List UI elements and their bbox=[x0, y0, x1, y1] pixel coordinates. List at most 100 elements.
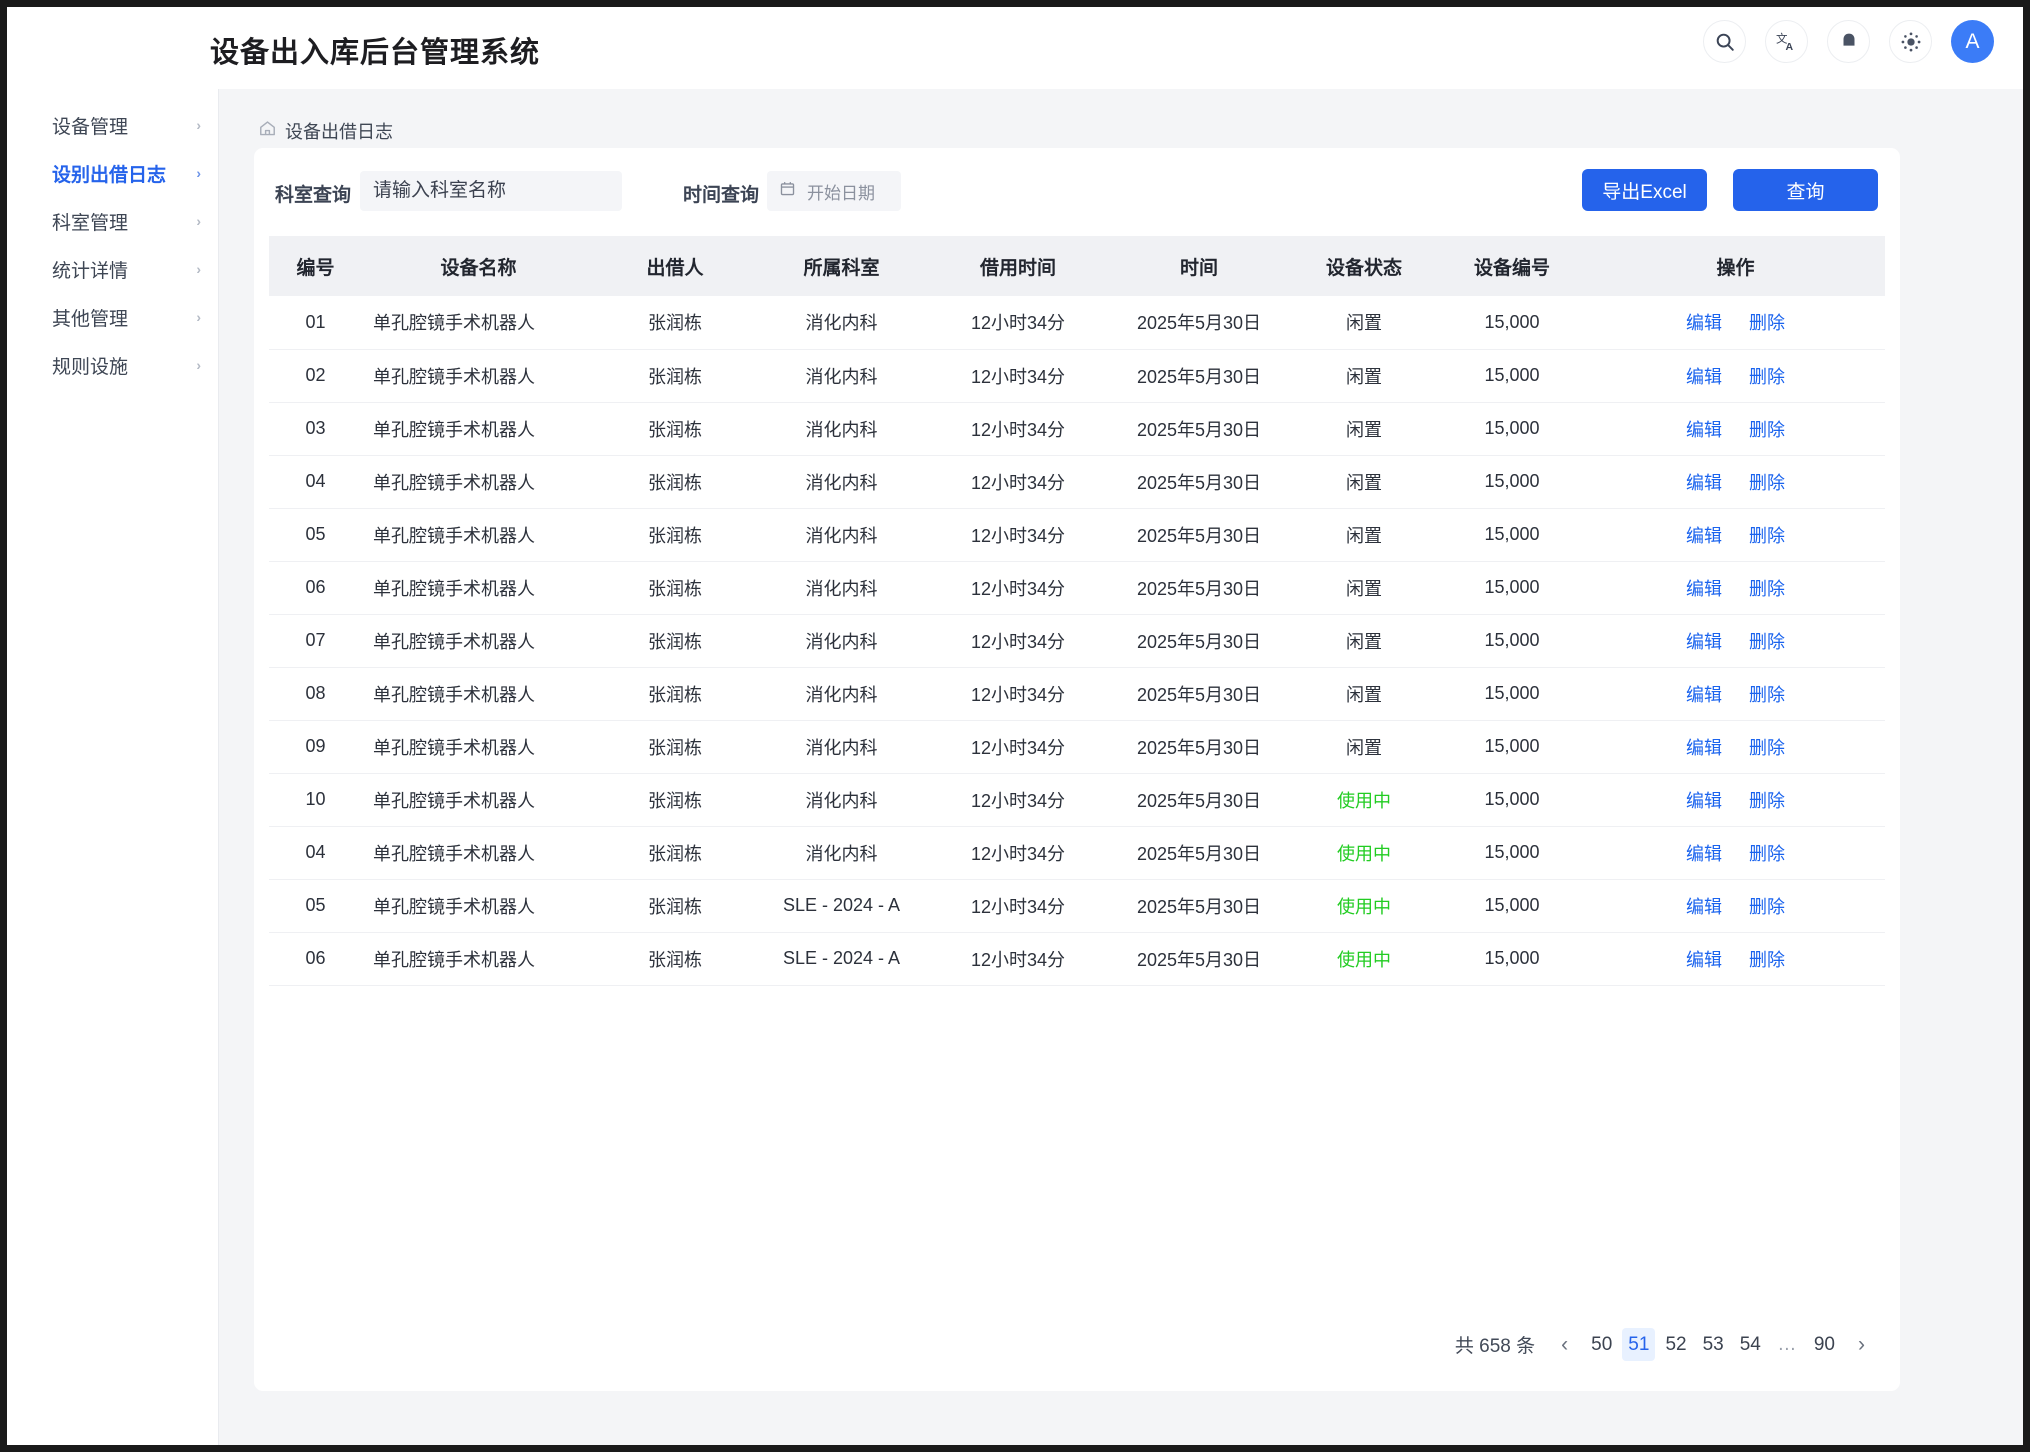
cell-lender: 张润栋 bbox=[595, 879, 755, 933]
delete-link[interactable]: 删除 bbox=[1749, 949, 1785, 970]
cell-device-name: 单孔腔镜手术机器人 bbox=[362, 561, 595, 615]
dept-search-input[interactable] bbox=[360, 171, 622, 211]
notifications-bell-button[interactable] bbox=[1827, 20, 1870, 63]
edit-link[interactable]: 编辑 bbox=[1686, 313, 1722, 334]
pagination-page-54[interactable]: 54 bbox=[1739, 1333, 1761, 1355]
cell-device-no: 15,000 bbox=[1438, 720, 1586, 774]
cell-device-no: 15,000 bbox=[1438, 508, 1586, 562]
edit-link[interactable]: 编辑 bbox=[1686, 472, 1722, 493]
delete-link[interactable]: 删除 bbox=[1749, 525, 1785, 546]
cell-lender: 张润栋 bbox=[595, 720, 755, 774]
search-icon bbox=[1714, 31, 1736, 53]
delete-link[interactable]: 删除 bbox=[1749, 737, 1785, 758]
delete-link[interactable]: 删除 bbox=[1749, 896, 1785, 917]
query-button[interactable]: 查询 bbox=[1733, 169, 1878, 211]
edit-link[interactable]: 编辑 bbox=[1686, 737, 1722, 758]
status-badge: 闲置 bbox=[1290, 296, 1438, 350]
cell-date: 2025年5月30日 bbox=[1108, 773, 1290, 827]
sidebar-item-2[interactable]: 科室管理 › bbox=[7, 197, 218, 245]
delete-link[interactable]: 删除 bbox=[1749, 790, 1785, 811]
cell-device-name: 单孔腔镜手术机器人 bbox=[362, 826, 595, 880]
column-header-8: 操作 bbox=[1586, 236, 1885, 296]
edit-link[interactable]: 编辑 bbox=[1686, 366, 1722, 387]
cell-department: 消化内科 bbox=[755, 826, 928, 880]
table-header-row: 编号 设备名称 出借人 所属科室 借用时间 时间 设备状态 设备编号 操作 bbox=[269, 236, 1885, 296]
cell-actions: 编辑 删除 bbox=[1586, 614, 1885, 668]
status-badge: 闲置 bbox=[1290, 667, 1438, 721]
cell-actions: 编辑 删除 bbox=[1586, 508, 1885, 562]
translate-icon: 文 A bbox=[1775, 30, 1798, 53]
pagination-ellipsis: … bbox=[1777, 1333, 1798, 1355]
delete-link[interactable]: 删除 bbox=[1749, 419, 1785, 440]
time-filter-label: 时间查询 bbox=[683, 185, 760, 206]
cell-actions: 编辑 删除 bbox=[1586, 932, 1885, 986]
edit-link[interactable]: 编辑 bbox=[1686, 578, 1722, 599]
cell-date: 2025年5月30日 bbox=[1108, 296, 1290, 350]
delete-link[interactable]: 删除 bbox=[1749, 631, 1785, 652]
cell-actions: 编辑 删除 bbox=[1586, 879, 1885, 933]
edit-link[interactable]: 编辑 bbox=[1686, 631, 1722, 652]
status-badge: 使用中 bbox=[1290, 879, 1438, 933]
edit-link[interactable]: 编辑 bbox=[1686, 896, 1722, 917]
cell-department: 消化内科 bbox=[755, 349, 928, 403]
main-card: 科室查询 时间查询 开始日期 导出Excel 查询 bbox=[254, 148, 1900, 1391]
edit-link[interactable]: 编辑 bbox=[1686, 684, 1722, 705]
cell-id: 04 bbox=[269, 826, 362, 880]
delete-link[interactable]: 删除 bbox=[1749, 472, 1785, 493]
pagination-page-50[interactable]: 50 bbox=[1591, 1333, 1613, 1355]
cell-date: 2025年5月30日 bbox=[1108, 879, 1290, 933]
cell-device-name: 单孔腔镜手术机器人 bbox=[362, 773, 595, 827]
status-badge: 使用中 bbox=[1290, 826, 1438, 880]
sidebar-nav: 设备管理 › 设别出借日志 › 科室管理 › 统计详情 › 其他管理 › 规则设施 › bbox=[7, 89, 219, 1445]
delete-link[interactable]: 删除 bbox=[1749, 684, 1785, 705]
delete-link[interactable]: 删除 bbox=[1749, 366, 1785, 387]
avatar-label: A bbox=[1965, 29, 1980, 53]
logs-table: 编号 设备名称 出借人 所属科室 借用时间 时间 设备状态 设备编号 操作 01 单孔腔镜手术机器… bbox=[269, 236, 1885, 986]
pagination-next-button[interactable]: › bbox=[1858, 1332, 1865, 1356]
export-excel-button[interactable]: 导出Excel bbox=[1582, 169, 1707, 211]
search-icon-button[interactable] bbox=[1703, 20, 1746, 63]
status-badge: 闲置 bbox=[1290, 349, 1438, 403]
pagination-prev-button[interactable]: ‹ bbox=[1561, 1332, 1569, 1356]
sidebar-item-4[interactable]: 其他管理 › bbox=[7, 293, 218, 341]
cell-device-no: 15,000 bbox=[1438, 402, 1586, 456]
sidebar-item-0[interactable]: 设备管理 › bbox=[7, 101, 218, 149]
cell-duration: 12小时34分 bbox=[928, 561, 1108, 615]
edit-link[interactable]: 编辑 bbox=[1686, 419, 1722, 440]
chevron-right-icon: › bbox=[196, 117, 201, 133]
edit-link[interactable]: 编辑 bbox=[1686, 843, 1722, 864]
edit-link[interactable]: 编辑 bbox=[1686, 949, 1722, 970]
cell-id: 08 bbox=[269, 667, 362, 721]
edit-link[interactable]: 编辑 bbox=[1686, 525, 1722, 546]
cell-lender: 张润栋 bbox=[595, 402, 755, 456]
pagination-page-90[interactable]: 90 bbox=[1813, 1333, 1835, 1355]
cell-department: SLE - 2024 - A bbox=[755, 932, 928, 986]
sidebar-item-3[interactable]: 统计详情 › bbox=[7, 245, 218, 293]
sidebar-item-1[interactable]: 设别出借日志 › bbox=[7, 149, 218, 197]
delete-link[interactable]: 删除 bbox=[1749, 313, 1785, 334]
translate-icon-button[interactable]: 文 A bbox=[1765, 20, 1808, 63]
pagination-page-53[interactable]: 53 bbox=[1702, 1333, 1724, 1355]
start-date-input[interactable]: 开始日期 bbox=[767, 171, 901, 211]
cell-id: 06 bbox=[269, 932, 362, 986]
delete-link[interactable]: 删除 bbox=[1749, 578, 1785, 599]
cell-device-name: 单孔腔镜手术机器人 bbox=[362, 455, 595, 509]
cell-actions: 编辑 删除 bbox=[1586, 561, 1885, 615]
pagination-page-52[interactable]: 52 bbox=[1665, 1333, 1687, 1355]
delete-link[interactable]: 删除 bbox=[1749, 843, 1785, 864]
cell-duration: 12小时34分 bbox=[928, 349, 1108, 403]
logs-table-container: 编号 设备名称 出借人 所属科室 借用时间 时间 设备状态 设备编号 操作 01 单孔腔镜手术机器… bbox=[269, 236, 1885, 986]
brightness-icon-button[interactable] bbox=[1889, 20, 1932, 63]
cell-device-no: 15,000 bbox=[1438, 667, 1586, 721]
sidebar-item-5[interactable]: 规则设施 › bbox=[7, 341, 218, 389]
table-row: 06 单孔腔镜手术机器人 张润栋 消化内科 12小时34分 2025年5月30日 闲置 15,… bbox=[269, 561, 1885, 615]
pagination-page-51[interactable]: 51 bbox=[1622, 1328, 1656, 1361]
cell-id: 06 bbox=[269, 561, 362, 615]
table-row: 09 单孔腔镜手术机器人 张润栋 消化内科 12小时34分 2025年5月30日 闲置 15,… bbox=[269, 720, 1885, 774]
table-row: 06 单孔腔镜手术机器人 张润栋 SLE - 2024 - A 12小时34分 2025年… bbox=[269, 932, 1885, 986]
cell-actions: 编辑 删除 bbox=[1586, 667, 1885, 721]
cell-id: 03 bbox=[269, 402, 362, 456]
edit-link[interactable]: 编辑 bbox=[1686, 790, 1722, 811]
cell-department: 消化内科 bbox=[755, 402, 928, 456]
avatar[interactable]: A bbox=[1951, 20, 1994, 63]
